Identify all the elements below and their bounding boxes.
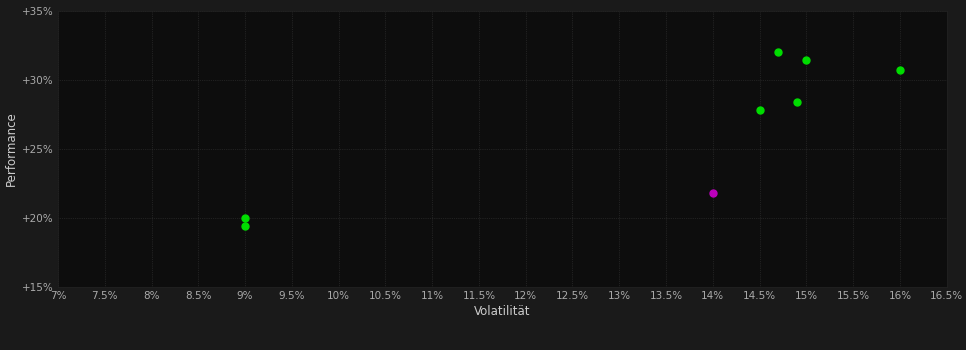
Point xyxy=(752,107,767,113)
Point xyxy=(789,99,805,105)
Y-axis label: Performance: Performance xyxy=(5,111,18,186)
Point xyxy=(799,57,814,63)
Point xyxy=(893,67,908,73)
Point xyxy=(238,215,253,221)
Point xyxy=(238,223,253,229)
Point xyxy=(771,49,786,55)
Point xyxy=(705,190,721,196)
X-axis label: Volatilität: Volatilität xyxy=(474,305,530,318)
